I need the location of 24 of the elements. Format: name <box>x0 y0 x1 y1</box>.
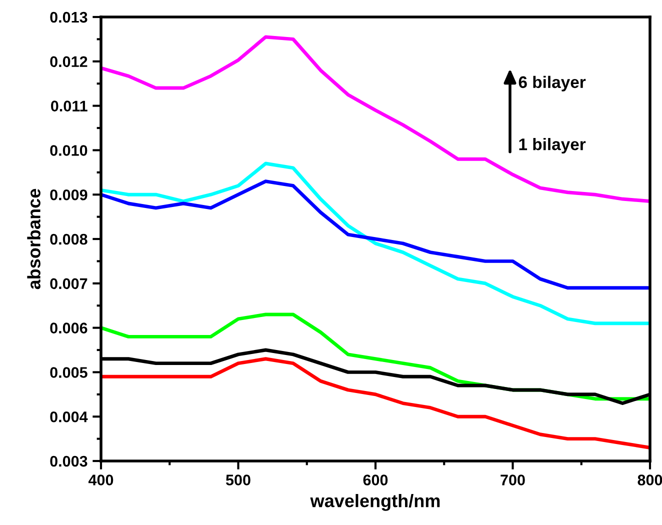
y-tick-label: 0.008 <box>50 234 88 245</box>
y-tick-label: 0.004 <box>50 411 88 422</box>
line-series <box>101 162 650 326</box>
y-tick-label: 0.013 <box>50 12 88 23</box>
y-tick-label: 0.010 <box>50 145 88 156</box>
y-tick-label: 0.005 <box>50 367 88 378</box>
x-tick-label: 700 <box>500 474 525 486</box>
y-tick-label: 0.012 <box>50 56 88 68</box>
line-series <box>101 357 650 450</box>
annotation: 1 bilayer <box>519 138 586 154</box>
x-axis-title: wavelength/nm <box>310 494 440 511</box>
line-series <box>101 35 650 203</box>
y-tick-label: 0.007 <box>50 278 88 290</box>
y-tick-label: 0.009 <box>50 189 88 200</box>
x-tick-label: 600 <box>363 474 388 486</box>
x-tick-label: 800 <box>638 474 662 486</box>
y-tick-label: 0.006 <box>50 322 88 334</box>
line-series <box>101 180 650 290</box>
x-tick-label: 500 <box>226 474 250 486</box>
y-tick-label: 0.003 <box>50 456 88 467</box>
y-axis-title: absorbance <box>27 188 40 290</box>
annotation: 6 bilayer <box>518 76 586 92</box>
x-tick-label: 400 <box>88 474 114 486</box>
y-tick-label: 0.011 <box>51 100 88 112</box>
